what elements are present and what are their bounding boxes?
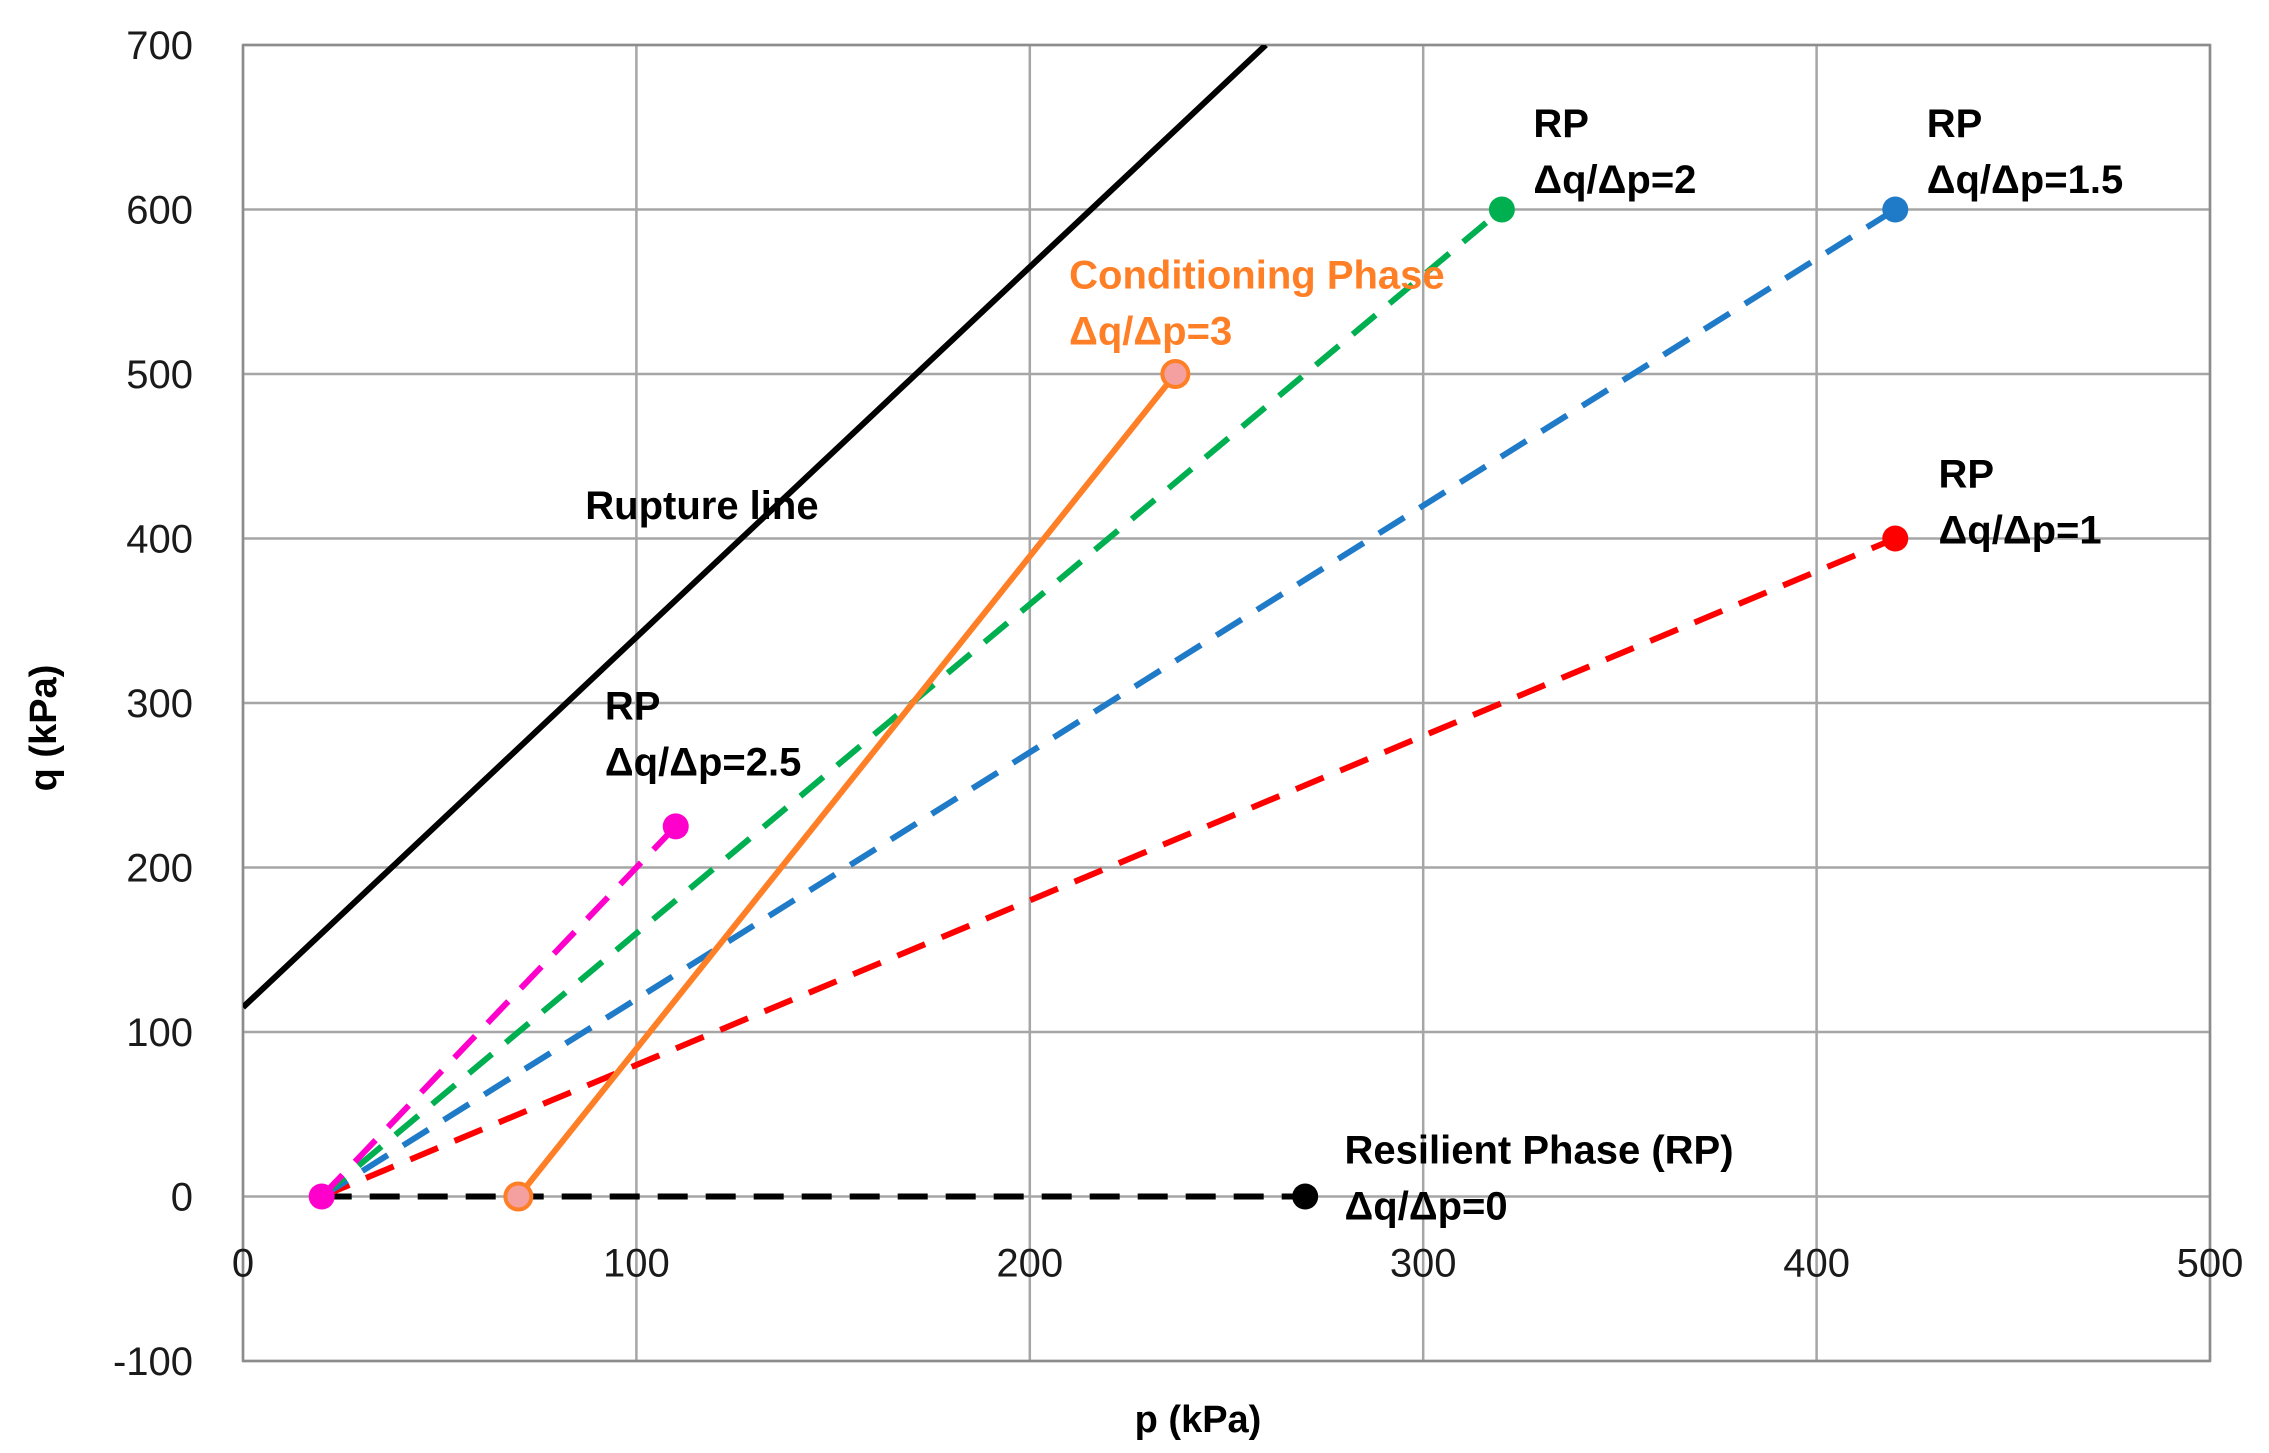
- y-tick-label: -100: [113, 1340, 193, 1384]
- annotation-label: Δq/Δp=0: [1345, 1185, 1508, 1229]
- y-tick-label: 300: [126, 682, 193, 726]
- series-point: [1160, 359, 1191, 389]
- annotation-label: RP: [1939, 453, 1995, 497]
- series-line-3: [320, 206, 1897, 1200]
- series-line-6: [516, 372, 1178, 1199]
- annotation-label: Δq/Δp=2: [1533, 158, 1696, 202]
- y-tick-label: 200: [126, 847, 193, 891]
- annotation-label: Δq/Δp=1.5: [1927, 158, 2123, 202]
- series-point: [1882, 196, 1909, 223]
- series-point: [1292, 1183, 1319, 1210]
- x-tick-label: 400: [1783, 1242, 1850, 1286]
- annotation-layer: Rupture line RP Δq/Δp=2.5 Conditioning Phas…: [585, 102, 2123, 1228]
- y-tick-label: 400: [126, 518, 193, 562]
- series-line-5: [319, 824, 678, 1199]
- annotation-label: Δq/Δp=2.5: [605, 740, 801, 784]
- annotation-label: RP: [605, 684, 661, 728]
- annotation-label: Rupture line: [585, 484, 818, 528]
- annotation-label: Δq/Δp=3: [1069, 309, 1232, 353]
- series-point: [308, 1183, 335, 1210]
- series-point: [1488, 196, 1515, 223]
- x-tick-label: 0: [232, 1242, 254, 1286]
- annotation-label: Conditioning Phase: [1069, 253, 1445, 297]
- annotation-label: Resilient Phase (RP): [1345, 1129, 1734, 1173]
- series-point: [503, 1181, 534, 1212]
- x-axis-title: p (kPa): [1135, 1399, 1262, 1441]
- series-line-2: [320, 535, 1897, 1200]
- series-point: [1882, 525, 1909, 552]
- tick-layer: -100 0 100 200 300 400 500 600 700 0 100 200 300 400 5…: [113, 24, 2243, 1384]
- annotation-label: RP: [1533, 102, 1589, 146]
- x-tick-label: 100: [603, 1242, 670, 1286]
- y-tick-label: 500: [126, 353, 193, 397]
- annotation-label: RP: [1927, 102, 1983, 146]
- series-line-0: [243, 45, 1268, 1010]
- annotation-label: Δq/Δp=1: [1939, 509, 2102, 553]
- x-tick-label: 500: [2177, 1242, 2244, 1286]
- grid-layer: [241, 43, 2212, 1363]
- y-tick-label: 700: [126, 24, 193, 68]
- series-point: [662, 813, 689, 840]
- marker-layer: [308, 196, 1909, 1212]
- series-layer: [243, 45, 1897, 1200]
- y-axis-title: q (kPa): [23, 665, 65, 792]
- y-tick-label: 0: [171, 1176, 193, 1220]
- x-tick-label: 300: [1390, 1242, 1457, 1286]
- plot-frame: [241, 43, 2212, 1363]
- x-tick-label: 200: [996, 1242, 1063, 1286]
- y-tick-label: 100: [126, 1011, 193, 1055]
- y-tick-label: 600: [126, 189, 193, 233]
